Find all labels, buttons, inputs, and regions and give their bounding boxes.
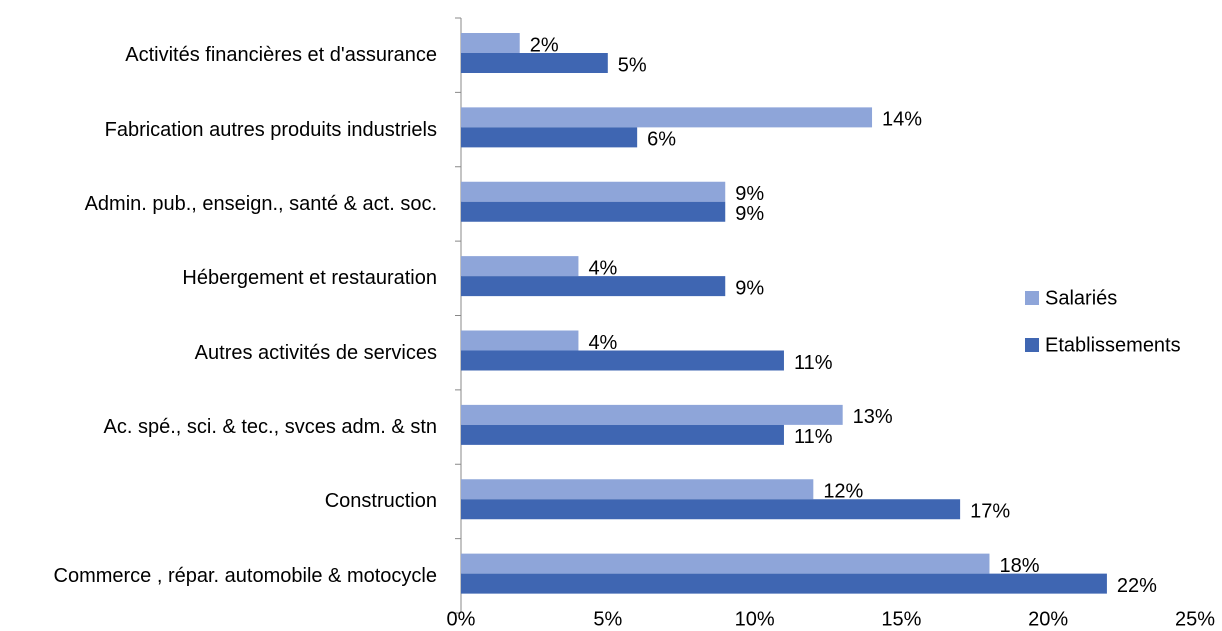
value-label: 13% — [853, 406, 893, 428]
bar — [461, 404, 843, 425]
value-label: 12% — [823, 481, 863, 503]
category-text: Hébergement et restauration — [182, 267, 437, 290]
category-text: Autres activités de services — [194, 341, 437, 364]
bar — [461, 201, 726, 222]
legend-swatch — [1025, 291, 1039, 305]
category-label: Autres activités de services — [0, 316, 437, 390]
x-tick-label: 25% — [1175, 608, 1215, 630]
legend-swatch — [1025, 338, 1039, 352]
bar — [461, 553, 990, 574]
x-tick-label: 20% — [1028, 608, 1068, 630]
bar — [461, 53, 608, 73]
value-label: 18% — [999, 555, 1039, 577]
value-label: 9% — [735, 203, 764, 225]
category-label: Hébergement et restauration — [0, 241, 437, 315]
bar — [461, 276, 726, 297]
category-label: Fabrication autres produits industriels — [0, 92, 437, 166]
bar — [461, 181, 726, 202]
category-label: Ac. spé., sci. & tec., svces adm. & stn — [0, 390, 437, 464]
bar — [461, 107, 873, 128]
category-label: Activités financières et d'assurance — [0, 18, 437, 92]
value-label: 17% — [970, 501, 1010, 523]
bar — [461, 573, 1107, 594]
bar — [461, 33, 520, 53]
category-label: Commerce , répar. automobile & motocycle — [0, 539, 438, 613]
category-text: Ac. spé., sci. & tec., svces adm. & stn — [103, 416, 437, 439]
category-text: Admin. pub., enseign., santé & act. soc. — [84, 192, 437, 215]
value-label: 9% — [735, 183, 764, 205]
value-label: 4% — [588, 332, 617, 354]
x-tick-label: 5% — [593, 608, 622, 630]
bar — [461, 330, 579, 351]
category-text: Commerce , répar. automobile & motocycle — [53, 564, 438, 587]
bar — [461, 499, 961, 520]
category-label: Construction — [0, 464, 437, 538]
category-label: Admin. pub., enseign., santé & act. soc. — [0, 167, 437, 241]
bar — [461, 127, 638, 148]
category-text: Activités financières et d'assurance — [125, 44, 437, 67]
bar — [461, 256, 579, 277]
value-label: 14% — [882, 109, 922, 131]
value-label: 2% — [530, 34, 559, 56]
bar — [461, 424, 784, 445]
category-text: Fabrication autres produits industriels — [104, 118, 437, 141]
value-label: 22% — [1117, 575, 1157, 597]
value-label: 6% — [647, 129, 676, 151]
legend-label: Salariés — [1045, 287, 1117, 309]
value-label: 11% — [794, 352, 833, 374]
x-tick-label: 0% — [447, 608, 476, 630]
value-label: 4% — [588, 257, 617, 279]
bar — [461, 350, 784, 371]
value-label: 5% — [618, 54, 647, 76]
category-text: Construction — [324, 490, 437, 513]
bar — [461, 479, 814, 500]
x-tick-label: 15% — [881, 608, 921, 630]
x-tick-label: 10% — [735, 608, 775, 630]
value-label: 9% — [735, 277, 764, 299]
legend-label: Etablissements — [1045, 334, 1181, 356]
value-label: 11% — [794, 426, 833, 448]
